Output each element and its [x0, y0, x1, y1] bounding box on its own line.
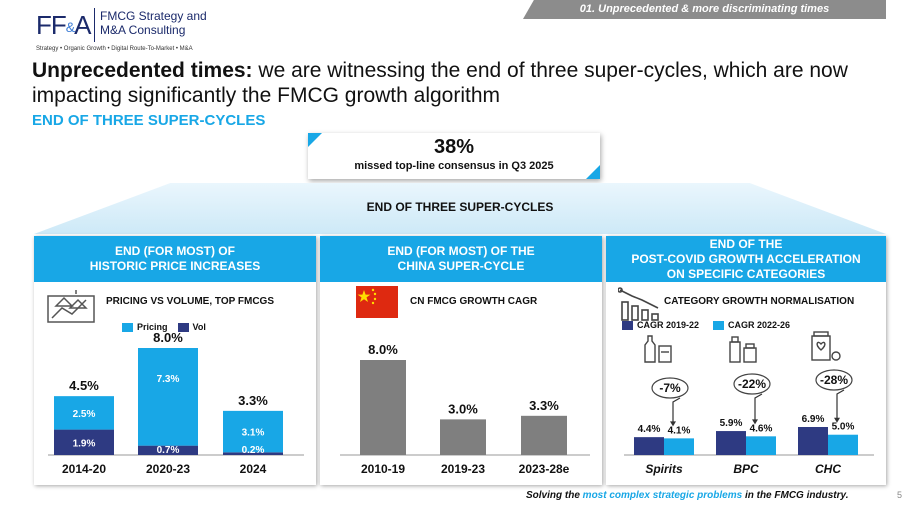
- legend-category-growth: CAGR 2019-22 CAGR 2022-26: [622, 320, 790, 330]
- data-label: 8.0%: [368, 342, 398, 357]
- change-arrow-head: [752, 419, 758, 425]
- data-label-cagr-2019-22: 6.9%: [802, 414, 825, 425]
- spirits-bottles-icon: [644, 335, 672, 363]
- data-label-total: 8.0%: [153, 330, 183, 345]
- chart-pricing-vs-volume: 1.9% 2.5% 4.5% 2014-20 0.7% 7.3% 8.0% 2020-23 0.…: [48, 330, 304, 476]
- legend-swatch-vol: [177, 322, 189, 332]
- panel-price-increases: END (FOR MOST) OF HISTORIC PRICE INCREASE…: [34, 236, 316, 485]
- bar-cagr-2022-26: [828, 434, 858, 455]
- legend-swatch-2022-26: [713, 320, 725, 330]
- page-title: Unprecedented times: we are witnessing t…: [32, 59, 848, 107]
- page-number: 5: [897, 490, 903, 500]
- panel-header: END (FOR MOST) OF THE CHINA SUPER-CYCLE: [320, 236, 602, 282]
- page-subtitle: END OF THREE SUPER-CYCLES: [32, 112, 266, 129]
- bar-cagr-2019-22: [798, 427, 828, 455]
- company-logo: FF&A FMCG Strategy and M&A Consulting St…: [36, 8, 226, 52]
- declining-bars-icon: [618, 287, 659, 321]
- data-label-pricing: 3.1%: [242, 428, 265, 439]
- data-label-cagr-2022-26: 5.0%: [832, 422, 855, 433]
- data-label-cagr-2022-26: 4.1%: [668, 425, 691, 436]
- chart-title-china-growth: CN FMCG GROWTH CAGR: [410, 296, 538, 307]
- chart-china-growth: 8.0% 2010-19 3.0% 2019-23 3.3% 2023-28e: [340, 342, 590, 476]
- x-tick-label: BPC: [733, 462, 759, 476]
- data-label-total: 3.3%: [238, 393, 268, 408]
- legend-pricing-volume: Pricing Vol: [122, 322, 206, 332]
- x-tick-label: 2014-20: [62, 462, 106, 476]
- change-arrow: [836, 389, 845, 419]
- change-arrow-head: [670, 421, 676, 427]
- change-bubble: [815, 369, 853, 391]
- change-label: -7%: [659, 381, 681, 395]
- x-tick-label: Spirits: [645, 462, 683, 476]
- bar-vol: [223, 452, 283, 455]
- chart-title-pricing-volume: PRICING VS VOLUME, TOP FMCGS: [106, 296, 274, 307]
- change-label: -28%: [820, 373, 848, 387]
- panel-category-growth: END OF THE POST-COVID GROWTH ACCELERATION…: [606, 236, 886, 485]
- company-tagline: Strategy • Organic Growth • Digital Rout…: [36, 46, 193, 52]
- panel-header: END (FOR MOST) OF HISTORIC PRICE INCREASE…: [34, 236, 316, 282]
- bar: [440, 419, 486, 455]
- consensus-callout: 38% missed top-line consensus in Q3 2025: [308, 133, 600, 179]
- callout-corner-right: [586, 165, 600, 179]
- x-tick-label: 2019-23: [441, 462, 485, 476]
- bar-cagr-2022-26: [746, 436, 776, 455]
- data-label-vol: 0.7%: [157, 445, 180, 456]
- super-cycles-banner-label: END OF THREE SUPER-CYCLES: [366, 200, 554, 214]
- data-label-cagr-2022-26: 4.6%: [750, 423, 773, 434]
- change-arrow: [754, 393, 763, 421]
- bar-vol: [138, 445, 198, 455]
- legend-label-vol: Vol: [192, 322, 206, 332]
- cosmetics-icon: [729, 336, 757, 363]
- bar: [360, 360, 406, 455]
- legend-swatch-2019-22: [622, 320, 633, 330]
- x-tick-label: CHC: [815, 462, 841, 476]
- medicine-icon: [811, 331, 841, 361]
- legend-label-2022-26: CAGR 2022-26: [728, 320, 791, 330]
- chart-category-growth: 4.4% 4.1% -7% Spirits 5.9% 4.6% -22% BPC 6.9% 5.0…: [624, 369, 874, 476]
- legend-label-2019-22: CAGR 2019-22: [637, 320, 700, 330]
- section-tag: 01. Unprecedented & more discriminating …: [523, 0, 886, 19]
- logo-mark: FF&A: [36, 10, 91, 40]
- houses-chart-icon: [47, 290, 95, 323]
- data-label-cagr-2019-22: 4.4%: [638, 424, 661, 435]
- bar-pricing: [54, 396, 114, 430]
- china-flag-icon: [356, 286, 398, 318]
- x-tick-label: 2010-19: [361, 462, 405, 476]
- bar-cagr-2022-26: [664, 438, 694, 455]
- x-tick-label: 2023-28e: [519, 462, 570, 476]
- chart-title-category-growth: CATEGORY GROWTH NORMALISATION: [664, 296, 855, 307]
- change-bubble: [733, 373, 771, 395]
- company-name: FMCG Strategy and M&A Consulting: [100, 9, 207, 37]
- data-label-cagr-2019-22: 5.9%: [720, 418, 743, 429]
- bar-pricing: [138, 348, 198, 446]
- data-label-pricing: 2.5%: [73, 409, 96, 420]
- data-label-total: 4.5%: [69, 378, 99, 393]
- data-label-vol: 0.2%: [242, 445, 265, 456]
- panel-header: END OF THE POST-COVID GROWTH ACCELERATION…: [606, 236, 886, 282]
- logo-divider: [94, 8, 95, 42]
- data-label-vol: 1.9%: [73, 438, 96, 449]
- bar-cagr-2019-22: [716, 431, 746, 455]
- change-label: -22%: [738, 377, 766, 391]
- callout-text: missed top-line consensus in Q3 2025: [354, 160, 554, 172]
- x-tick-label: 2020-23: [146, 462, 190, 476]
- callout-value: 38%: [433, 136, 475, 158]
- legend-label-pricing: Pricing: [137, 322, 168, 332]
- change-bubble: [651, 377, 689, 399]
- bar-pricing: [223, 410, 283, 453]
- bar-vol: [54, 429, 114, 455]
- data-label-pricing: 7.3%: [157, 374, 180, 385]
- footer-tagline: Solving the most complex strategic probl…: [526, 490, 849, 501]
- bar-cagr-2019-22: [634, 437, 664, 455]
- change-arrow: [672, 397, 681, 423]
- data-label: 3.3%: [529, 398, 559, 413]
- x-tick-label: 2024: [240, 462, 267, 476]
- data-label: 3.0%: [448, 401, 478, 416]
- callout-corner-left: [308, 133, 322, 147]
- change-arrow-head: [834, 417, 840, 423]
- super-cycles-banner: [34, 183, 886, 234]
- legend-swatch-pricing: [122, 322, 133, 332]
- panel-china-cycle: END (FOR MOST) OF THE CHINA SUPER-CYCLE C…: [320, 236, 602, 485]
- bar: [521, 415, 567, 455]
